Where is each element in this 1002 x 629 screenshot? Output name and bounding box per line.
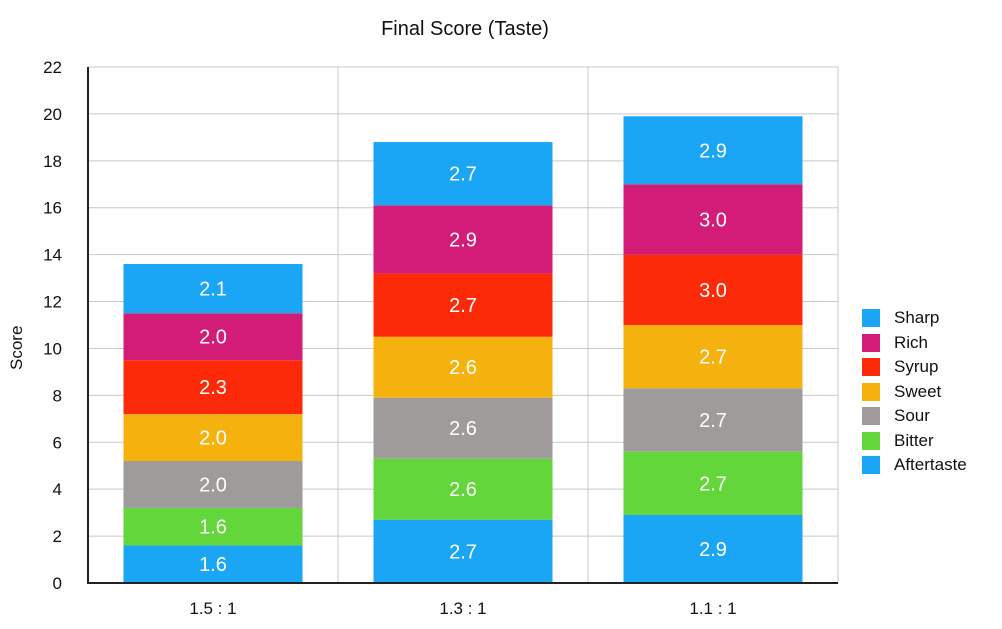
- y-tick-label: 18: [43, 152, 62, 171]
- bar-segment-syrup: [123, 360, 303, 415]
- data-label: 2.7: [699, 347, 727, 369]
- data-label: 2.0: [199, 327, 227, 349]
- bar-segment-bitter: [623, 451, 803, 515]
- bar-segment-sweet: [623, 325, 803, 389]
- bar-segment-sour: [123, 461, 303, 508]
- chart-title: Final Score (Taste): [381, 18, 549, 40]
- data-label: 2.6: [449, 357, 477, 379]
- data-label: 2.9: [699, 539, 727, 561]
- data-label: 2.1: [199, 279, 227, 301]
- legend-swatch: [862, 309, 880, 328]
- data-label: 2.7: [449, 295, 477, 317]
- legend-swatch: [862, 333, 880, 352]
- data-label: 1.6: [199, 554, 227, 576]
- data-label: 3.0: [699, 209, 727, 231]
- bar-segment-syrup: [373, 273, 553, 337]
- legend-item-sharp: Sharp: [862, 306, 967, 331]
- legend-item-bitter: Bitter: [862, 429, 967, 454]
- legend-label: Sour: [894, 406, 930, 426]
- bar-segment-rich: [123, 313, 303, 361]
- data-label: 2.7: [449, 164, 477, 186]
- legend-label: Rich: [894, 332, 929, 352]
- bar-segment-sour: [373, 397, 553, 459]
- data-label: 3.0: [699, 280, 727, 302]
- bar-segment-sweet: [123, 414, 303, 462]
- y-tick-label: 16: [43, 199, 62, 218]
- bar-segment-sharp: [623, 116, 803, 185]
- legend-swatch: [862, 456, 880, 475]
- legend-item-aftertaste: Aftertaste: [862, 453, 967, 478]
- x-tick-label: 1.3 : 1: [439, 599, 486, 618]
- bar-segment-sharp: [373, 142, 553, 206]
- legend-label: Aftertaste: [894, 455, 967, 475]
- bar-segment-aftertaste: [623, 514, 803, 583]
- legend-label: Syrup: [894, 357, 939, 377]
- bar-segment-bitter: [123, 507, 303, 546]
- bar-segment-rich: [373, 205, 553, 274]
- y-tick-label: 2: [53, 527, 62, 546]
- x-tick-label: 1.5 : 1: [189, 599, 236, 618]
- bar-segment-sharp: [123, 264, 303, 314]
- data-label: 2.0: [199, 474, 227, 496]
- bar-segment-bitter: [373, 458, 553, 520]
- bar-segment-sweet: [373, 336, 553, 398]
- legend-item-sour: Sour: [862, 404, 967, 429]
- data-label: 2.9: [449, 229, 477, 251]
- y-tick-label: 10: [43, 339, 62, 358]
- y-tick-label: 0: [53, 574, 62, 593]
- legend-swatch: [862, 407, 880, 426]
- y-tick-label: 20: [43, 105, 62, 124]
- data-label: 1.6: [199, 517, 227, 539]
- bar-segment-rich: [623, 184, 803, 255]
- legend-item-syrup: Syrup: [862, 355, 967, 380]
- legend-item-sweet: Sweet: [862, 380, 967, 405]
- bar-segment-sour: [623, 388, 803, 452]
- legend-swatch: [862, 431, 880, 450]
- data-label: 2.3: [199, 377, 227, 399]
- y-tick-label: 14: [43, 246, 62, 265]
- y-tick-label: 22: [43, 58, 62, 77]
- data-label: 2.6: [449, 418, 477, 440]
- y-tick-label: 8: [53, 386, 62, 405]
- data-label: 2.7: [449, 541, 477, 563]
- legend: Sharp Rich Syrup Sweet Sour Bitter Aftertaste: [862, 306, 967, 478]
- bar-segment-syrup: [623, 254, 803, 325]
- data-label: 2.7: [699, 473, 727, 495]
- legend-label: Sharp: [894, 308, 940, 328]
- y-tick-label: 6: [53, 433, 62, 452]
- legend-item-rich: Rich: [862, 331, 967, 356]
- y-tick-label: 4: [53, 480, 62, 499]
- legend-swatch: [862, 382, 880, 401]
- data-label: 2.0: [199, 428, 227, 450]
- x-tick-label: 1.1 : 1: [689, 599, 736, 618]
- legend-label: Bitter: [894, 430, 934, 450]
- data-label: 2.9: [699, 140, 727, 162]
- data-label: 2.6: [449, 479, 477, 501]
- data-label: 2.7: [699, 410, 727, 432]
- legend-swatch: [862, 358, 880, 377]
- bar-segment-aftertaste: [123, 545, 303, 583]
- bar-segment-aftertaste: [373, 519, 553, 583]
- legend-label: Sweet: [894, 381, 942, 401]
- y-tick-label: 12: [43, 293, 62, 312]
